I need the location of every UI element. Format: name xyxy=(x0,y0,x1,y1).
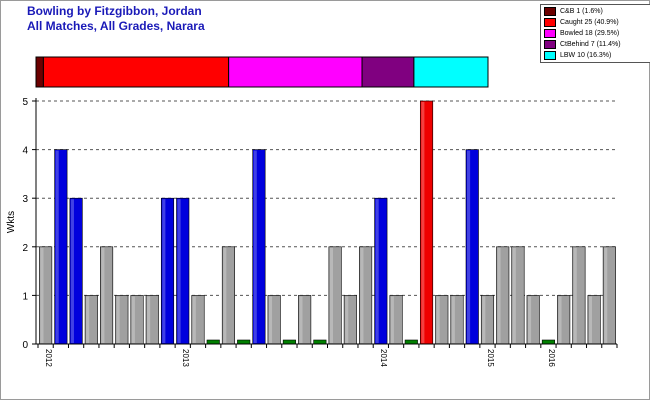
bar-highlight xyxy=(253,150,257,343)
x-tick-label: 2016 xyxy=(547,349,556,367)
x-tick-label: 2012 xyxy=(44,349,53,367)
x-tick-label: 2013 xyxy=(181,349,190,367)
stack-segment-caught xyxy=(42,56,230,88)
bar-highlight xyxy=(70,199,74,343)
legend-label-ctbehind: CtBehind 7 (11.4%) xyxy=(560,41,621,48)
x-tick-label: 2014 xyxy=(379,349,388,367)
y-tick-label: 0 xyxy=(22,340,28,351)
bar-highlight xyxy=(192,296,196,343)
y-tick-label: 5 xyxy=(22,97,28,108)
bar xyxy=(206,339,220,345)
bar-highlight xyxy=(421,102,425,343)
bar-highlight xyxy=(451,296,455,343)
y-axis-label: Wkts xyxy=(6,211,17,233)
legend-swatch-ctbehind xyxy=(544,40,556,49)
bar-highlight xyxy=(55,150,59,343)
bar xyxy=(404,339,418,345)
bar-highlight xyxy=(101,247,105,343)
bar-highlight xyxy=(329,247,333,343)
bar-highlight xyxy=(527,296,532,343)
bar xyxy=(237,339,251,345)
stack-segment-ctbehind xyxy=(361,56,415,88)
legend-swatch-bowled xyxy=(544,29,556,38)
bar-highlight xyxy=(497,247,501,343)
legend-item-caught: Caught 25 (40.9%) xyxy=(544,17,650,28)
gridlines xyxy=(36,100,617,296)
stack-segment-lbw xyxy=(413,56,489,88)
legend-item-bowled: Bowled 18 (29.5%) xyxy=(544,28,650,39)
bar-highlight xyxy=(131,296,135,343)
legend: C&B 1 (1.6%) Caught 25 (40.9%) Bowled 18… xyxy=(540,4,650,63)
bar-highlight xyxy=(345,296,349,343)
legend-label-lbw: LBW 10 (16.3%) xyxy=(560,52,612,59)
bar-highlight xyxy=(147,296,151,343)
legend-label-cb: C&B 1 (1.6%) xyxy=(560,8,603,15)
bar-highlight xyxy=(467,150,471,343)
bar-highlight xyxy=(116,296,120,343)
bar-highlight xyxy=(162,199,166,343)
legend-label-caught: Caught 25 (40.9%) xyxy=(560,19,619,26)
bar xyxy=(313,339,327,345)
legend-item-ctbehind: CtBehind 7 (11.4%) xyxy=(544,39,650,50)
bar-highlight xyxy=(177,199,181,343)
stack-segment-cb xyxy=(35,56,44,88)
bar-highlight xyxy=(40,247,44,343)
legend-swatch-lbw xyxy=(544,51,556,60)
bar-highlight xyxy=(482,296,486,343)
y-tick-label: 1 xyxy=(22,291,28,302)
legend-swatch-caught xyxy=(544,18,556,27)
chart-title: Bowling by Fitzgibbon, Jordan xyxy=(27,4,202,18)
legend-label-bowled: Bowled 18 (29.5%) xyxy=(560,30,620,37)
bar-highlight xyxy=(360,247,364,343)
bar-highlight xyxy=(390,296,394,343)
bar xyxy=(541,339,555,345)
y-tick-labels: 0 1 2 3 4 5 xyxy=(22,97,28,351)
axes xyxy=(32,98,618,348)
bar-highlight xyxy=(86,296,90,343)
y-tick-label: 4 xyxy=(22,146,28,157)
x-tick-label: 2015 xyxy=(486,349,495,367)
bar-highlight xyxy=(604,247,608,343)
legend-item-lbw: LBW 10 (16.3%) xyxy=(544,50,650,61)
legend-item-cb: C&B 1 (1.6%) xyxy=(544,6,650,17)
chart-subtitle: All Matches, All Grades, Narara xyxy=(27,19,205,33)
dismissal-stacked-bar xyxy=(35,56,489,88)
x-tick-labels: 2012 2013 2014 2015 2016 xyxy=(44,349,556,367)
bar-highlight xyxy=(223,247,227,343)
y-tick-label: 2 xyxy=(22,243,28,254)
bar-highlight xyxy=(436,296,440,343)
wickets-bars xyxy=(39,100,616,345)
bar-highlight xyxy=(375,199,379,343)
bar xyxy=(282,339,296,345)
y-tick-label: 3 xyxy=(22,194,28,205)
stack-segment-bowled xyxy=(228,56,363,88)
bar-highlight xyxy=(558,296,562,343)
legend-swatch-cb xyxy=(544,7,556,16)
bar-highlight xyxy=(573,247,577,343)
bar-highlight xyxy=(299,296,303,343)
bar-highlight xyxy=(268,296,273,343)
bar-highlight xyxy=(512,247,516,343)
bar-highlight xyxy=(588,296,593,343)
